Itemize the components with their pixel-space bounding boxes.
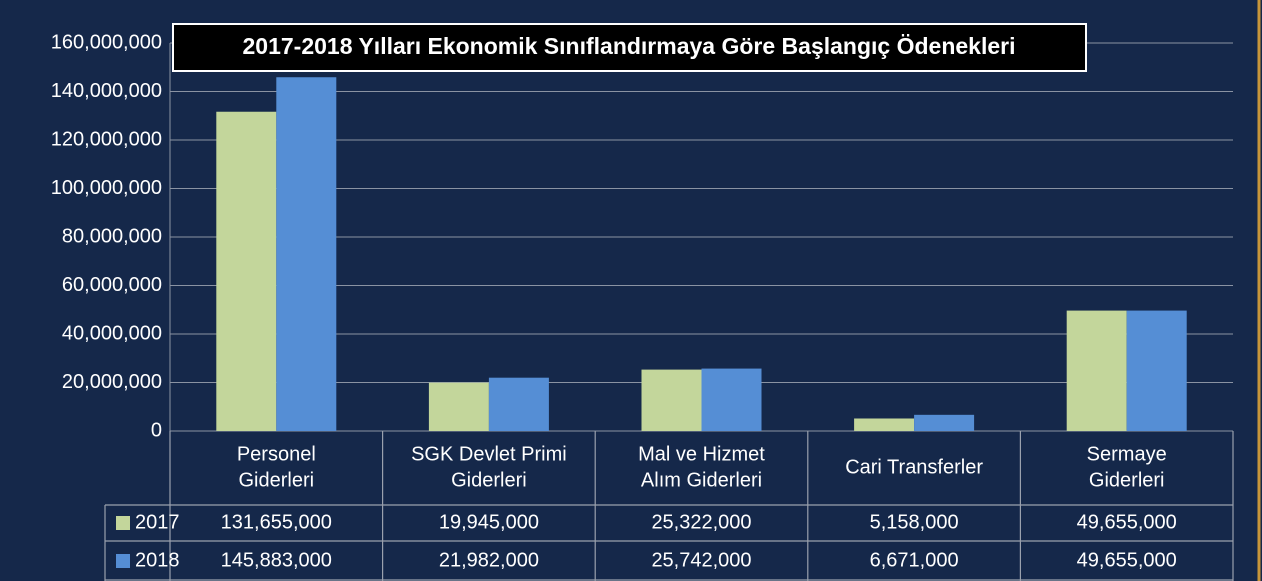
bar bbox=[488, 377, 549, 431]
bar bbox=[216, 111, 277, 431]
legend-label: 2018 bbox=[135, 549, 180, 571]
y-tick-label: 140,000,000 bbox=[51, 80, 162, 102]
x-tick-label: Mal ve Hizmet bbox=[638, 443, 765, 465]
table-value: 49,655,000 bbox=[1077, 511, 1177, 533]
x-tick-label: SGK Devlet Primi bbox=[411, 443, 567, 465]
table-value: 131,655,000 bbox=[221, 511, 332, 533]
y-tick-label: 20,000,000 bbox=[62, 371, 162, 393]
y-tick-label: 60,000,000 bbox=[62, 274, 162, 296]
legend-label: 2017 bbox=[135, 511, 180, 533]
table-value: 25,322,000 bbox=[651, 511, 751, 533]
bar bbox=[1066, 310, 1127, 431]
x-tick-label: Giderleri bbox=[1089, 469, 1165, 491]
bar bbox=[854, 418, 915, 431]
y-tick-label: 120,000,000 bbox=[51, 128, 162, 150]
y-tick-label: 160,000,000 bbox=[51, 31, 162, 53]
table-value: 5,158,000 bbox=[870, 511, 959, 533]
table-value: 49,655,000 bbox=[1077, 549, 1177, 571]
legend-swatch bbox=[116, 554, 130, 568]
table-value: 21,982,000 bbox=[439, 549, 539, 571]
chart-title: 2017-2018 Yılları Ekonomik Sınıflandırma… bbox=[243, 33, 1016, 59]
title-box bbox=[172, 23, 1087, 72]
bar bbox=[641, 369, 702, 431]
plot: 0 20,000,000 40,000,000 60,000,000 80,000,00… bbox=[51, 31, 1234, 581]
legend-swatch bbox=[116, 516, 130, 530]
x-tick-label: Giderleri bbox=[451, 469, 527, 491]
bar bbox=[428, 382, 489, 431]
table-value: 145,883,000 bbox=[221, 549, 332, 571]
table-value: 6,671,000 bbox=[870, 549, 959, 571]
y-tick-label: 40,000,000 bbox=[62, 322, 162, 344]
table-value: 19,945,000 bbox=[439, 511, 539, 533]
x-tick-label: Cari Transferler bbox=[845, 456, 983, 478]
bar bbox=[914, 414, 975, 431]
bar bbox=[1126, 310, 1187, 431]
x-tick-label: Personel bbox=[237, 443, 316, 465]
x-tick-label: Giderleri bbox=[239, 469, 315, 491]
y-tick-label: 80,000,000 bbox=[62, 225, 162, 247]
x-tick-label: Sermaye bbox=[1087, 443, 1167, 465]
x-tick-label: Alım Giderleri bbox=[641, 469, 762, 491]
bar bbox=[701, 368, 762, 431]
y-tick-label: 0 bbox=[151, 419, 162, 441]
y-tick-label: 100,000,000 bbox=[51, 177, 162, 199]
bar bbox=[276, 77, 337, 431]
table-value: 25,742,000 bbox=[651, 549, 751, 571]
